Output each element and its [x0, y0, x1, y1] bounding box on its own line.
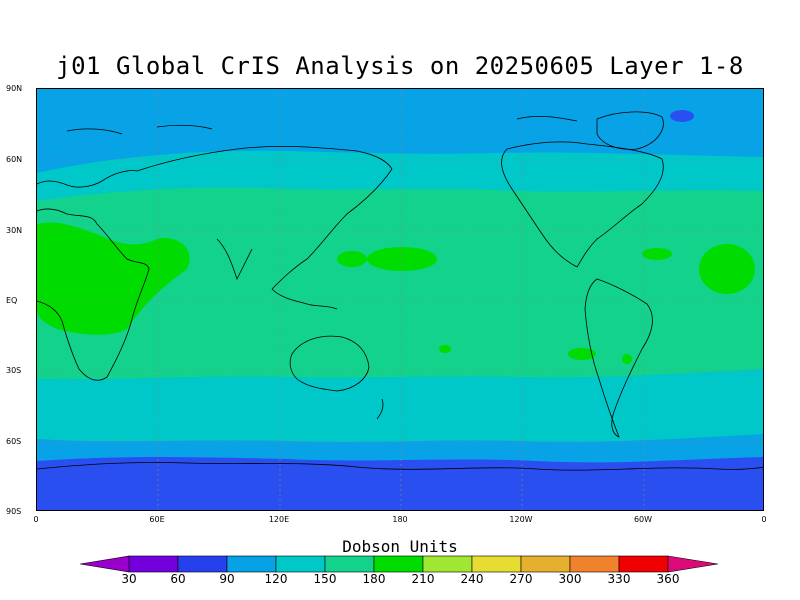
colorbar-segment-150 — [275, 555, 326, 573]
field-patch-small-1 — [622, 354, 632, 364]
lat-label-90s: 90S — [6, 507, 22, 516]
colorbar-tick-210: 210 — [411, 572, 435, 586]
lat-label-30s: 30S — [6, 366, 22, 375]
lat-label-90n: 90N — [6, 84, 23, 93]
field-patch-caribbean — [642, 248, 672, 260]
colorbar-segment-240 — [422, 555, 473, 573]
field-patch-pacific-2 — [337, 251, 367, 267]
lat-label-60n: 60N — [6, 155, 23, 164]
colorbar-segment-180 — [324, 555, 375, 573]
colorbar-tick-330: 330 — [607, 572, 631, 586]
colorbar-segment-270 — [471, 555, 522, 573]
field-band-150-south — [37, 369, 763, 442]
colorbar-tick-300: 300 — [558, 572, 582, 586]
lat-label-60s: 60S — [6, 437, 22, 446]
ozone-map — [37, 89, 763, 510]
field-patch-small-2 — [439, 345, 451, 353]
map-title: j01 Global CrIS Analysis on 20250605 Lay… — [56, 52, 744, 80]
lon-label-60e: 60E — [149, 515, 165, 524]
coastlines — [37, 111, 763, 471]
field-patch-africa — [37, 222, 190, 335]
field-arctic-low — [670, 110, 694, 122]
lon-label-0-west: 0 — [33, 515, 39, 524]
lon-label-120e: 120E — [268, 515, 290, 524]
colorbar-tick-150: 150 — [313, 572, 337, 586]
colorbar-tick-180: 180 — [362, 572, 386, 586]
colorbar-segment-300 — [520, 555, 571, 573]
map-gridlines — [37, 89, 763, 510]
colorbar-tick-90: 90 — [219, 572, 235, 586]
lon-label-0-east: 0 — [761, 515, 767, 524]
lon-label-180: 180 — [392, 515, 408, 524]
lon-label-60w: 60W — [633, 515, 653, 524]
colorbar-segment-120 — [226, 555, 277, 573]
colorbar-tick-360: 360 — [656, 572, 680, 586]
colorbar — [80, 555, 719, 573]
colorbar-segment-210 — [373, 555, 424, 573]
colorbar-tick-120: 120 — [264, 572, 288, 586]
colorbar-segment-60 — [128, 555, 179, 573]
field-band-120-south — [37, 434, 763, 461]
colorbar-segment-90 — [177, 555, 228, 573]
colorbar-title: Dobson Units — [342, 537, 458, 556]
lon-label-120w: 120W — [509, 515, 533, 524]
colorbar-tick-30: 30 — [121, 572, 137, 586]
field-band-180 — [37, 187, 763, 380]
colorbar-low-arrow — [80, 555, 130, 573]
field-band-90-south — [37, 457, 763, 510]
colorbar-segment-330 — [569, 555, 620, 573]
lat-label-eq: EQ — [6, 296, 18, 305]
lat-label-30n: 30N — [6, 226, 23, 235]
field-patch-samerica — [568, 348, 596, 360]
colorbar-tick-240: 240 — [460, 572, 484, 586]
colorbar-tick-270: 270 — [509, 572, 533, 586]
colorbar-tick-60: 60 — [170, 572, 186, 586]
map-panel — [36, 88, 764, 511]
field-patch-atlantic — [699, 244, 755, 294]
colorbar-high-arrow — [667, 555, 719, 573]
colorbar-segment-360 — [618, 555, 669, 573]
field-patch-pacific-1 — [367, 247, 437, 271]
